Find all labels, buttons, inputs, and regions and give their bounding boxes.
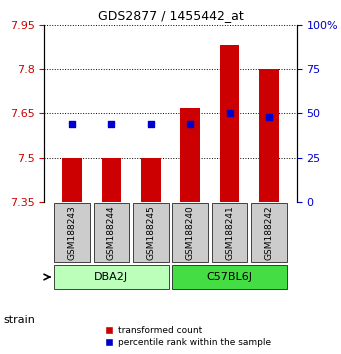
Text: GSM188243: GSM188243: [68, 205, 76, 260]
Bar: [141, 159, 161, 202]
Text: GSM188242: GSM188242: [265, 205, 273, 260]
Legend: transformed count, percentile rank within the sample: transformed count, percentile rank withi…: [102, 323, 273, 349]
Bar: [180, 108, 200, 202]
Text: strain: strain: [3, 315, 35, 325]
Point: [148, 121, 153, 127]
FancyBboxPatch shape: [212, 203, 247, 263]
Bar: [62, 159, 82, 202]
Point: [266, 114, 272, 120]
Point: [188, 121, 193, 127]
FancyBboxPatch shape: [54, 265, 168, 289]
Text: DBA2J: DBA2J: [94, 272, 129, 282]
Title: GDS2877 / 1455442_at: GDS2877 / 1455442_at: [98, 9, 243, 22]
Text: GSM188244: GSM188244: [107, 205, 116, 260]
Point: [227, 110, 232, 116]
Text: GSM188245: GSM188245: [146, 205, 155, 260]
Bar: [102, 159, 121, 202]
FancyBboxPatch shape: [133, 203, 168, 263]
FancyBboxPatch shape: [94, 203, 129, 263]
Text: GSM188241: GSM188241: [225, 205, 234, 260]
Point: [69, 121, 75, 127]
FancyBboxPatch shape: [173, 203, 208, 263]
FancyBboxPatch shape: [251, 203, 287, 263]
FancyBboxPatch shape: [173, 265, 287, 289]
Text: C57BL6J: C57BL6J: [207, 272, 253, 282]
Text: GSM188240: GSM188240: [186, 205, 195, 260]
Bar: [259, 69, 279, 202]
FancyBboxPatch shape: [54, 203, 90, 263]
Point: [109, 121, 114, 127]
Bar: [220, 45, 239, 202]
